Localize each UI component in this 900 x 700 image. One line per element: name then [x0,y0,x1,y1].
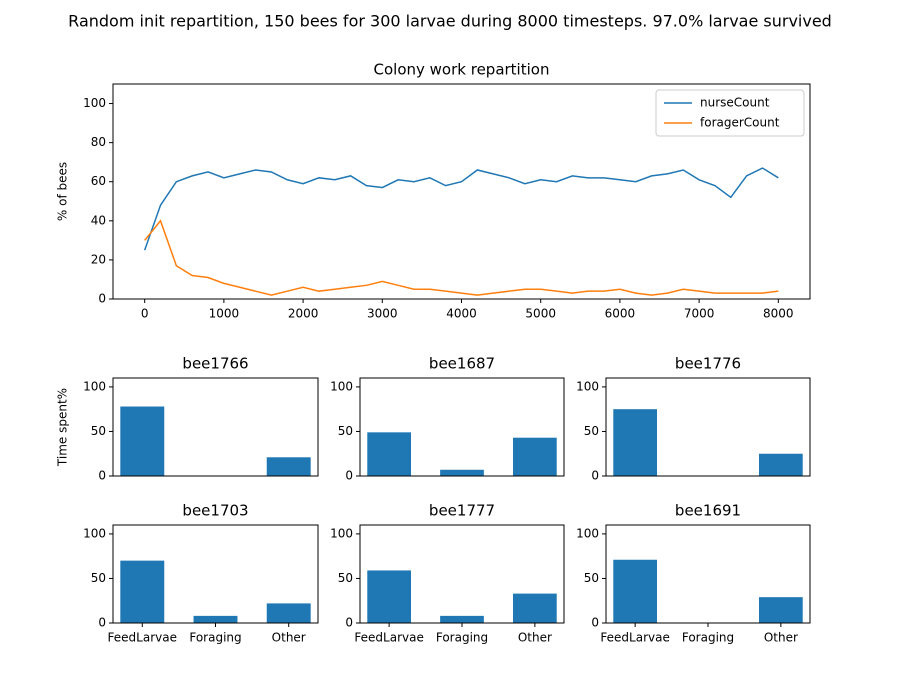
y-tick-label: 20 [91,252,106,266]
x-tick-label: FeedLarvae [108,631,177,645]
y-axis-label: % of bees [56,162,70,221]
y-tick-label: 40 [91,213,106,227]
y-tick-label: 100 [83,96,106,110]
bar [440,469,484,476]
x-tick-label: 0 [141,307,149,321]
axes-frame [112,524,319,624]
y-tick-label: 50 [91,424,106,438]
bar [759,453,803,476]
y-tick-label: 0 [591,469,599,483]
y-tick-label: 100 [576,379,599,393]
x-tick-label: 7000 [684,307,715,321]
x-tick-label: Other [764,631,798,645]
bar [266,457,311,476]
y-tick-label: 80 [91,135,106,149]
x-tick-label: Foraging [436,631,488,645]
legend-label: nurseCount [700,96,770,110]
y-tick-label: 60 [91,174,106,188]
y-tick-label: 100 [330,379,353,393]
y-tick-label: 100 [576,526,599,540]
y-tick-label: 50 [338,571,353,585]
bar [513,437,557,476]
bar [367,432,411,476]
x-tick-label: 5000 [525,307,556,321]
data-line [144,219,779,296]
bar [120,560,165,623]
x-tick-label: 8000 [763,307,794,321]
y-tick-label: 0 [345,469,353,483]
y-tick-label: 0 [591,616,599,630]
y-tick-label: 100 [83,379,106,393]
axes-title: Colony work repartition [374,61,550,79]
bar [120,406,165,476]
bar [367,570,411,623]
bar [266,603,311,623]
axes-frame [359,524,565,624]
x-tick-label: Foraging [682,631,734,645]
legend-label: foragerCount [700,116,780,130]
legend-box [655,89,805,137]
axes-title: bee1703 [182,502,248,520]
bar [759,597,803,623]
x-tick-label: FeedLarvae [354,631,423,645]
y-tick-label: 100 [330,526,353,540]
axes-frame [359,377,565,477]
axes-frame [605,377,811,477]
figure-title: Random init repartition, 150 bees for 30… [68,12,832,31]
x-tick-label: Other [518,631,552,645]
x-tick-label: 1000 [209,307,240,321]
y-tick-label: 50 [338,424,353,438]
y-tick-label: 50 [91,571,106,585]
y-tick-label: 50 [584,571,599,585]
bar [440,615,484,623]
axes-title: bee1687 [429,355,495,373]
y-axis-label: Time spent% [56,388,70,467]
x-tick-label: 6000 [605,307,636,321]
x-tick-label: 2000 [288,307,319,321]
axes-frame [112,377,319,477]
axes-title: bee1766 [182,355,248,373]
axes-frame [605,524,811,624]
bar [513,593,557,623]
bar [193,615,238,623]
y-tick-label: 50 [584,424,599,438]
axes-title: bee1776 [675,355,741,373]
axes-title: bee1691 [675,502,741,520]
x-tick-label: Foraging [189,631,241,645]
y-tick-label: 0 [98,616,106,630]
x-tick-label: FeedLarvae [600,631,669,645]
y-tick-label: 0 [98,469,106,483]
axes-frame [112,83,811,300]
y-tick-label: 0 [98,292,106,306]
axes-title: bee1777 [429,502,495,520]
bar [613,559,657,623]
y-tick-label: 0 [345,616,353,630]
x-tick-label: Other [272,631,306,645]
x-tick-label: 3000 [367,307,398,321]
x-tick-label: 4000 [446,307,477,321]
data-line [143,167,779,251]
y-tick-label: 100 [83,526,106,540]
bar [613,409,657,476]
